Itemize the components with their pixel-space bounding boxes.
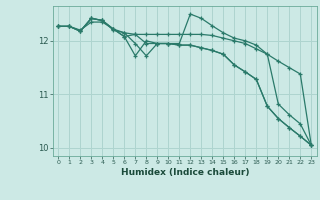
X-axis label: Humidex (Indice chaleur): Humidex (Indice chaleur) bbox=[121, 168, 249, 177]
